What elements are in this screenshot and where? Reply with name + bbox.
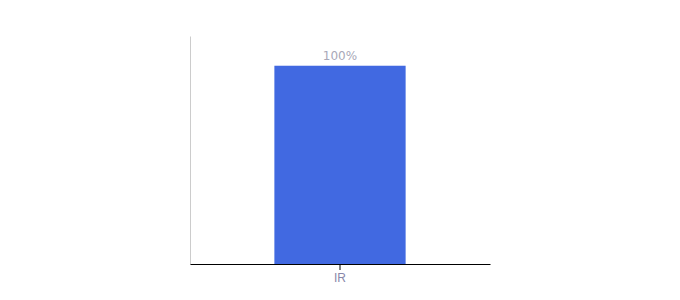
- y-axis-line: [190, 37, 191, 265]
- x-tick: IR: [334, 264, 346, 285]
- plot-area: IR 100%: [191, 37, 491, 285]
- x-tick-label: IR: [334, 271, 346, 285]
- chart-svg: IR 100%: [0, 0, 680, 300]
- data-label: 100%: [323, 49, 357, 63]
- chart-container: IR 100%: [0, 0, 680, 300]
- bar: [274, 66, 405, 264]
- x-tick-mark: [340, 264, 341, 270]
- data-labels: 100%: [323, 49, 357, 63]
- y-axis: [190, 37, 191, 265]
- x-axis: IR: [191, 264, 491, 285]
- bars: [274, 66, 405, 264]
